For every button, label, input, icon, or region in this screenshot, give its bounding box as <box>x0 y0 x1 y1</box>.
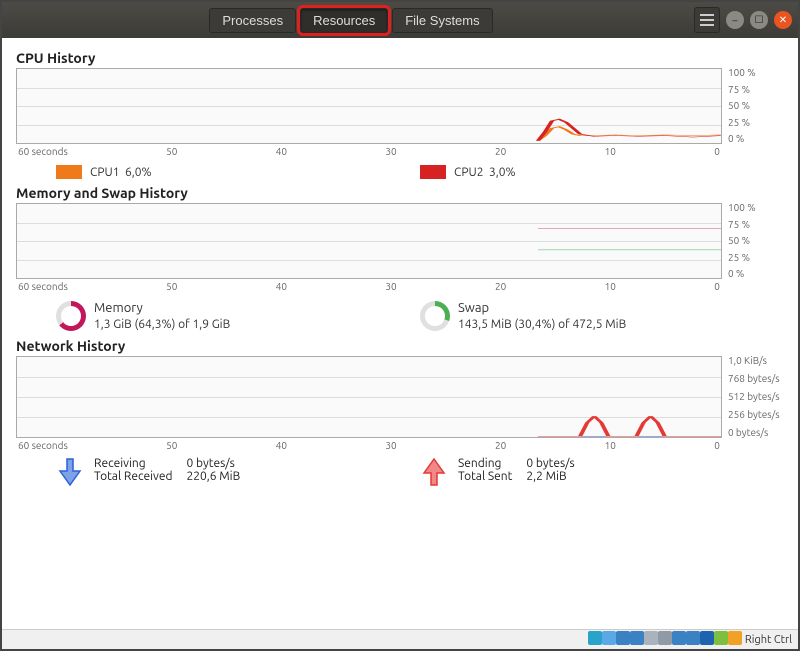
net-xaxis: 60 seconds 50 40 30 20 10 0 <box>16 440 722 451</box>
net-section-title: Network History <box>16 338 784 354</box>
recv-rate-value: 0 bytes/s <box>186 457 240 470</box>
receiving-legend[interactable]: Receiving 0 bytes/s Total Received 220,6… <box>56 457 420 487</box>
swap-legend[interactable]: Swap 143,5 MiB (30,4%) of 472,5 MiB <box>420 300 784 332</box>
vm-display-icon[interactable] <box>644 631 658 645</box>
vm-capture-icon[interactable] <box>728 631 742 645</box>
window-maximize[interactable]: ☐ <box>750 11 768 29</box>
cpu1-legend[interactable]: CPU1 6,0% <box>56 165 420 179</box>
vm-disc-icon[interactable] <box>602 631 616 645</box>
net-chart-wrap: 1,0 KiB/s 768 bytes/s 512 bytes/s 256 by… <box>16 356 784 438</box>
vm-vbox-icon[interactable] <box>700 631 714 645</box>
content: CPU History 100 % 75 % 50 % 25 % 0 % 60 … <box>2 38 798 489</box>
vm-disk-icon[interactable] <box>588 631 602 645</box>
send-rate-value: 0 bytes/s <box>526 457 574 470</box>
mem-plot <box>17 204 721 278</box>
host-key-label: Right Ctrl <box>745 634 792 646</box>
mem-chart-wrap: 100 % 75 % 50 % 25 % 0 % <box>16 203 784 279</box>
net-chart <box>16 356 722 438</box>
download-arrow-icon <box>56 457 84 487</box>
upload-arrow-icon <box>420 457 448 487</box>
memory-value: 1,3 GiB (64,3%) of 1,9 GiB <box>94 317 230 333</box>
send-total-label: Total Sent <box>458 470 512 483</box>
titlebar: Processes Resources File Systems – ☐ ✕ <box>2 2 798 38</box>
cpu-ytick: 50 % <box>728 101 784 111</box>
net-plot <box>17 357 721 437</box>
mem-xaxis: 60 seconds 50 40 30 20 10 0 <box>16 281 722 292</box>
recv-total-value: 220,6 MiB <box>186 470 240 483</box>
window-close[interactable]: ✕ <box>774 11 792 29</box>
vm-status-bar: Right Ctrl <box>2 629 798 649</box>
mem-section-title: Memory and Swap History <box>16 185 784 201</box>
cpu-yaxis: 100 % 75 % 50 % 25 % 0 % <box>722 68 784 144</box>
vm-audio-icon[interactable] <box>658 631 672 645</box>
titlebar-right: – ☐ ✕ <box>694 7 792 33</box>
cpu-ytick: 0 % <box>728 134 784 144</box>
tab-file-systems[interactable]: File Systems <box>392 8 492 33</box>
vm-net1-icon[interactable] <box>672 631 686 645</box>
mem-legend: Memory 1,3 GiB (64,3%) of 1,9 GiB Swap 1… <box>56 300 784 332</box>
swap-value: 143,5 MiB (30,4%) of 472,5 MiB <box>458 317 626 333</box>
cpu2-swatch <box>420 165 446 179</box>
tab-processes[interactable]: Processes <box>209 8 296 33</box>
tab-resources[interactable]: Resources <box>300 8 388 33</box>
cpu1-swatch <box>56 165 82 179</box>
window-minimize[interactable]: – <box>726 11 744 29</box>
memory-legend[interactable]: Memory 1,3 GiB (64,3%) of 1,9 GiB <box>56 300 420 332</box>
mem-chart <box>16 203 722 279</box>
tabs: Processes Resources File Systems <box>8 8 694 33</box>
recv-rate-label: Receiving <box>94 457 172 470</box>
menu-button[interactable] <box>694 7 720 33</box>
cpu-legend: CPU1 6,0% CPU2 3,0% <box>56 165 784 179</box>
vm-rec-icon[interactable] <box>714 631 728 645</box>
send-rate-label: Sending <box>458 457 512 470</box>
cpu-section-title: CPU History <box>16 50 784 66</box>
net-yaxis: 1,0 KiB/s 768 bytes/s 512 bytes/s 256 by… <box>722 356 784 438</box>
mem-yaxis: 100 % 75 % 50 % 25 % 0 % <box>722 203 784 279</box>
cpu-plot <box>17 69 721 143</box>
vm-usb-icon[interactable] <box>616 631 630 645</box>
vm-shared-icon[interactable] <box>630 631 644 645</box>
cpu2-legend[interactable]: CPU2 3,0% <box>420 165 784 179</box>
cpu-chart-wrap: 100 % 75 % 50 % 25 % 0 % <box>16 68 784 144</box>
cpu-chart <box>16 68 722 144</box>
sending-legend[interactable]: Sending 0 bytes/s Total Sent 2,2 MiB <box>420 457 784 487</box>
memory-label: Memory <box>94 300 230 317</box>
cpu-ytick: 25 % <box>728 118 784 128</box>
cpu-xaxis: 60 seconds 50 40 30 20 10 0 <box>16 146 722 157</box>
net-legend: Receiving 0 bytes/s Total Received 220,6… <box>56 457 784 487</box>
swap-pie-icon <box>420 301 450 331</box>
vm-net2-icon[interactable] <box>686 631 700 645</box>
send-total-value: 2,2 MiB <box>526 470 574 483</box>
memory-pie-icon <box>56 301 86 331</box>
swap-label: Swap <box>458 300 626 317</box>
recv-total-label: Total Received <box>94 470 172 483</box>
cpu-ytick: 75 % <box>728 85 784 95</box>
cpu-ytick: 100 % <box>728 68 784 78</box>
